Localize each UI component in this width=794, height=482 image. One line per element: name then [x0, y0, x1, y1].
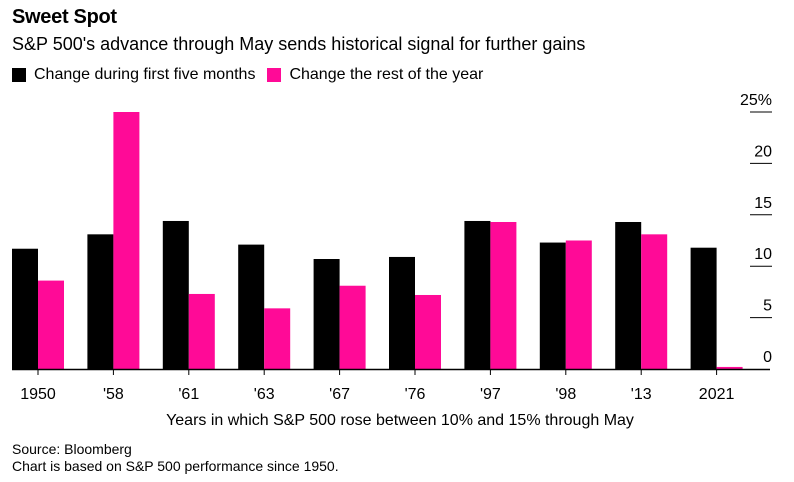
legend-swatch-series-1 [12, 68, 26, 82]
x-axis-title: Years in which S&P 500 rose between 10% … [166, 412, 634, 429]
bar-series-2 [188, 293, 215, 369]
bar-series-1 [313, 259, 340, 369]
bar-series-2 [415, 294, 441, 369]
y-tick-label: 20 [754, 143, 772, 160]
source-note: Source: Bloomberg Chart is based on S&P … [12, 441, 339, 475]
bar-series-1 [539, 242, 566, 369]
x-tick-label: 2021 [699, 386, 735, 403]
bar-series-2 [113, 112, 140, 369]
footnote-text: Chart is based on S&P 500 performance si… [12, 458, 339, 474]
chart-subtitle: S&P 500's advance through May sends hist… [12, 34, 586, 54]
x-tick-label: '97 [480, 386, 501, 403]
bar-series-1 [12, 248, 38, 369]
bars [12, 112, 743, 369]
legend-label-series-2: Change the rest of the year [289, 66, 484, 83]
bar-series-1 [615, 221, 642, 369]
legend-label-series-1: Change during first five months [34, 66, 256, 83]
bar-series-2 [264, 308, 291, 369]
bar-series-1 [690, 247, 717, 369]
legend-swatch-series-2 [267, 68, 282, 82]
chart-title: Sweet Spot [12, 6, 117, 28]
x-tick-label: '67 [329, 386, 350, 403]
bar-series-1 [464, 220, 491, 369]
y-tick-label: 5 [763, 298, 772, 315]
y-tick-label: 25% [740, 92, 772, 109]
x-tick-label: '61 [178, 386, 199, 403]
y-tick-label: 0 [763, 349, 772, 366]
x-tick-label: '63 [254, 386, 275, 403]
bar-series-2 [339, 285, 366, 369]
bar-series-1 [238, 244, 265, 369]
bar-series-1 [389, 256, 415, 369]
bar-series-1 [162, 220, 189, 369]
bar-series-2 [38, 280, 64, 369]
bar-series-2 [641, 234, 668, 369]
bar-series-1 [87, 234, 114, 369]
x-tick-label: 1950 [20, 386, 56, 403]
y-tick-label: 15 [754, 195, 772, 212]
bar-series-2 [716, 366, 743, 369]
x-tick-label: '13 [631, 386, 652, 403]
bar-series-2 [490, 221, 517, 369]
source-text: Source: Bloomberg [12, 441, 132, 457]
bar-series-2 [565, 240, 592, 369]
x-tick-label: '98 [555, 386, 576, 403]
x-tick-label: '76 [405, 386, 426, 403]
legend-item-series-2: Change the rest of the year [267, 66, 483, 84]
y-axis: 0 5 10 15 20 25% [740, 92, 772, 366]
legend-item-series-1: Change during first five months [12, 66, 255, 84]
y-tick-label: 10 [754, 246, 772, 263]
x-axis: 1950 '58 '61 '63 '67 '76 '97 '98 '13 2021 [20, 369, 734, 403]
x-tick-label: '58 [103, 386, 124, 403]
legend: Change during first five months Change t… [12, 66, 495, 84]
